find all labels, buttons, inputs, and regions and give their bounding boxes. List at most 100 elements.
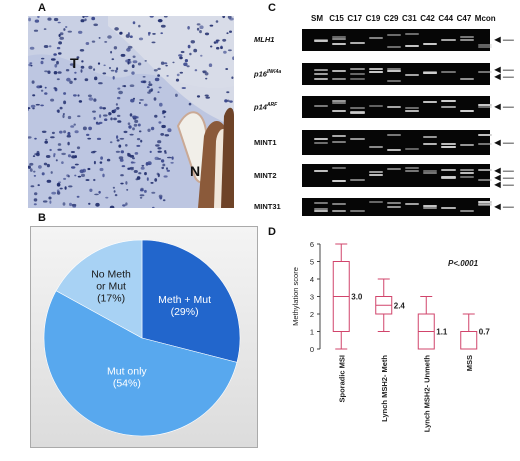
gel-band [332,210,347,213]
histology-svg: T N [28,16,234,208]
gel-band [459,175,474,178]
gel-band [459,77,474,80]
gel-lane-header: C44 [438,14,454,23]
gel-band [423,206,438,209]
gel-band [314,104,329,107]
y-tick-label: 6 [310,240,314,249]
normal-label: N [190,163,200,179]
gel-band [332,203,347,206]
gel-band [314,138,329,141]
gel-band [332,99,347,102]
gel-arrow-icon: ◄— [492,71,514,83]
tumor-label: T [70,55,79,71]
gel-band [477,202,492,205]
median-value-label: 1.1 [436,328,448,337]
gel-band [314,77,329,80]
gel-band [405,110,420,113]
x-category-label: Lynch MSH2- Unmeth [422,355,431,433]
gel-band [441,176,456,179]
panel-label-a: A [38,2,46,14]
gel-band [332,101,347,104]
gel-band [332,78,347,81]
gel-band [405,44,420,47]
cell-nuclei [28,16,234,208]
pie-label: Mut only [107,365,147,377]
histology-image: T N [28,16,234,208]
pie-label: (29%) [171,306,199,318]
gel-band [368,146,383,149]
gel-image [302,130,492,155]
y-tick-label: 5 [310,258,314,267]
gel-band [332,43,347,45]
gel-band [477,204,492,207]
gel-band [386,45,401,48]
x-category-label: MSS [465,355,474,371]
gel-band [405,106,420,109]
gel-band [350,73,365,76]
panel-label-d: D [268,226,276,238]
gel-band [386,205,401,208]
gel-band [477,169,492,171]
gel-lane-header: C31 [402,14,417,23]
gel-band [332,140,347,143]
gel-band [350,112,365,115]
gel-band [477,143,492,146]
y-tick-label: 1 [310,328,314,337]
y-tick-label: 0 [310,345,314,354]
boxplot-chart: 0 1 2 3 4 5 6 Methylation score P<.0001 3.0 Sporad… [291,240,490,433]
gel-band [441,106,456,109]
gel-band [368,67,383,70]
gel-band [423,101,438,104]
gel-band [477,44,492,47]
gel-band [314,142,329,145]
gel-row-label: MINT31 [254,202,281,211]
pie-label: Meth + Mut [158,294,211,306]
gel-image [302,96,492,118]
gel-arrow-icon: ◄— [492,136,514,149]
gel-band [314,68,329,71]
gel-band [332,70,347,73]
gel-lane-header: C47 [456,14,472,23]
gel-band [332,35,347,38]
gel-band [314,39,329,42]
p-value-annotation: P<.0001 [448,259,479,268]
median-value-label: 3.0 [351,293,363,302]
gel-band [441,145,456,148]
gel-band [459,144,474,147]
gel-band [350,68,365,71]
normal-gland-right [221,107,234,208]
gel-row-label: MLH1 [254,35,275,44]
gel-band [405,167,420,170]
gel-band [368,104,383,107]
gel-band [332,167,347,170]
gel-band [350,209,365,212]
pie-panel: Meth + Mut (29%) Mut only (54%) No Meth or Mu… [30,226,258,448]
gel-band [368,201,383,204]
x-category-label: Lynch MSH2- Meth [380,355,389,422]
gel-band [477,133,492,136]
panel-label-c: C [268,2,276,14]
gel-band [386,34,401,37]
pie-label: (17%) [97,293,125,305]
gel-band [350,77,365,80]
gel-band [386,105,401,108]
pie-label: or Mut [96,281,126,293]
gel-band [477,201,492,204]
gel-band [314,169,329,172]
gel-arrow-icon: ◄— [492,101,514,113]
gel-band [386,69,401,72]
gel-band [350,42,365,45]
gel-arrow-icon: ◄— [492,64,514,76]
gel-band [314,72,329,75]
gel-band [386,167,401,170]
panel-label-b: B [38,212,46,224]
y-tick-label: 4 [310,275,314,284]
gel-band [386,79,401,82]
gel-band [423,71,438,74]
gel-arrow-icon: ◄— [492,201,514,213]
gel-band [423,205,438,208]
gel-band [332,110,347,113]
gel-band [368,171,383,174]
gel-lane-header: C19 [365,14,381,23]
gel-band [441,70,456,73]
